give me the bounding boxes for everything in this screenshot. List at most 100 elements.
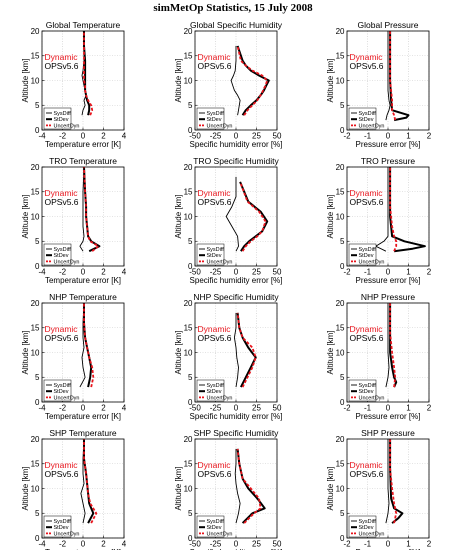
series-stdev <box>389 167 426 253</box>
tick-label-x: 4 <box>122 132 127 141</box>
y-axis-label: Altitude [km] <box>21 58 30 102</box>
chart-shp-temperature: -4 -2 0 2 4 0 5 10 15 20 SHP Temperature Temperatur… <box>21 428 127 550</box>
chart-nhp-temperature: -4 -2 0 2 4 0 5 10 15 20 NHP Temperature Temperatur… <box>21 292 127 421</box>
tick-label-x: -25 <box>210 540 222 549</box>
legend-entry-uncertdyn: UncertDyn <box>207 395 233 401</box>
series-uncertdyn <box>389 167 398 252</box>
tick-label-x: -1 <box>364 268 372 277</box>
legend-entry-stdev: StDev <box>359 525 374 531</box>
tick-label-x: -50 <box>189 540 201 549</box>
tick-label-x: -1 <box>364 404 372 413</box>
tick-label-y: 5 <box>188 373 193 382</box>
tick-label-y: 5 <box>188 237 193 246</box>
legend-entry-sysdiff: SysDiff <box>54 247 72 253</box>
tick-label-y: 5 <box>340 373 345 382</box>
series-stdev <box>236 312 257 388</box>
tick-label-y: 15 <box>31 460 40 469</box>
x-axis-label: Pressure error [%] <box>356 412 421 421</box>
tick-label-x: 0 <box>234 268 239 277</box>
legend-entry-stdev: StDev <box>54 253 69 259</box>
ops-label: OPSv5.6 <box>45 61 79 71</box>
tick-label-x: -1 <box>364 132 372 141</box>
chart-title: TRO Temperature <box>49 156 117 166</box>
tick-label-y: 0 <box>340 262 345 271</box>
legend-entry-uncertdyn: UncertDyn <box>207 531 233 537</box>
chart-title: TRO Specific Humidity <box>193 156 279 166</box>
tick-label-y: 10 <box>184 76 193 85</box>
tick-label-y: 20 <box>336 299 345 308</box>
series-uncertdyn <box>83 439 98 524</box>
tick-label-x: 1 <box>406 540 411 549</box>
tick-label-x: 0 <box>234 540 239 549</box>
dynamic-label: Dynamic <box>45 324 79 334</box>
tick-label-y: 15 <box>336 188 345 197</box>
ops-label: OPSv5.6 <box>198 333 232 343</box>
tick-label-y: 0 <box>188 398 193 407</box>
y-axis-label: Altitude [km] <box>174 330 183 374</box>
ops-label: OPSv5.6 <box>198 197 232 207</box>
tick-label-y: 15 <box>31 324 40 333</box>
tick-label-y: 10 <box>184 212 193 221</box>
ops-label: OPSv5.6 <box>45 197 79 207</box>
tick-label-y: 0 <box>340 126 345 135</box>
series-uncertdyn <box>389 31 397 121</box>
legend-entry-sysdiff: SysDiff <box>54 519 72 525</box>
tick-label-y: 0 <box>340 398 345 407</box>
legend-entry-stdev: StDev <box>207 389 222 395</box>
tick-label-y: 15 <box>336 324 345 333</box>
tick-label-x: 1 <box>406 404 411 413</box>
tick-label-y: 10 <box>336 484 345 493</box>
tick-label-y: 20 <box>336 435 345 444</box>
chart-global-temperature: -4 -2 0 2 4 0 5 10 15 20 Global Temperature Tempera… <box>21 20 127 149</box>
x-axis-label: Pressure error [%] <box>356 140 421 149</box>
tick-label-y: 20 <box>31 299 40 308</box>
x-axis-label: Temperature error [K] <box>45 276 121 285</box>
tick-label-x: 2 <box>101 540 106 549</box>
series-uncertdyn <box>83 303 95 388</box>
tick-label-y: 0 <box>188 534 193 543</box>
legend-entry-stdev: StDev <box>359 389 374 395</box>
series-sysdiff <box>385 303 390 388</box>
tick-label-y: 0 <box>340 534 345 543</box>
chart-title: Global Pressure <box>358 20 419 30</box>
tick-label-x: -2 <box>343 132 351 141</box>
legend-entry-sysdiff: SysDiff <box>359 111 377 117</box>
series-sysdiff <box>80 439 86 524</box>
ops-label: OPSv5.6 <box>45 333 79 343</box>
series-sysdiff <box>225 176 239 252</box>
ops-label: OPSv5.6 <box>198 61 232 71</box>
tick-label-y: 15 <box>184 460 193 469</box>
x-axis-label: Pressure error [%] <box>356 276 421 285</box>
x-axis-label: Specific humidity error [%] <box>190 412 283 421</box>
chart-title: NHP Specific Humidity <box>193 292 279 302</box>
y-axis-label: Altitude [km] <box>326 58 335 102</box>
tick-label-x: 0 <box>386 540 391 549</box>
tick-label-y: 20 <box>184 163 193 172</box>
tick-label-x: 1 <box>406 268 411 277</box>
chart-title: Global Specific Humidity <box>190 20 283 30</box>
tick-label-y: 0 <box>188 126 193 135</box>
ops-label: OPSv5.6 <box>198 469 232 479</box>
chart-title: Global Temperature <box>46 20 121 30</box>
tick-label-x: -4 <box>38 540 46 549</box>
tick-label-x: -50 <box>189 404 201 413</box>
tick-label-x: -2 <box>59 540 67 549</box>
tick-label-y: 5 <box>340 509 345 518</box>
legend-entry-sysdiff: SysDiff <box>207 383 225 389</box>
dynamic-label: Dynamic <box>350 324 384 334</box>
tick-label-y: 20 <box>184 299 193 308</box>
tick-label-y: 10 <box>336 348 345 357</box>
series-uncertdyn <box>83 31 94 116</box>
series-uncertdyn <box>236 448 262 524</box>
tick-label-y: 10 <box>336 212 345 221</box>
